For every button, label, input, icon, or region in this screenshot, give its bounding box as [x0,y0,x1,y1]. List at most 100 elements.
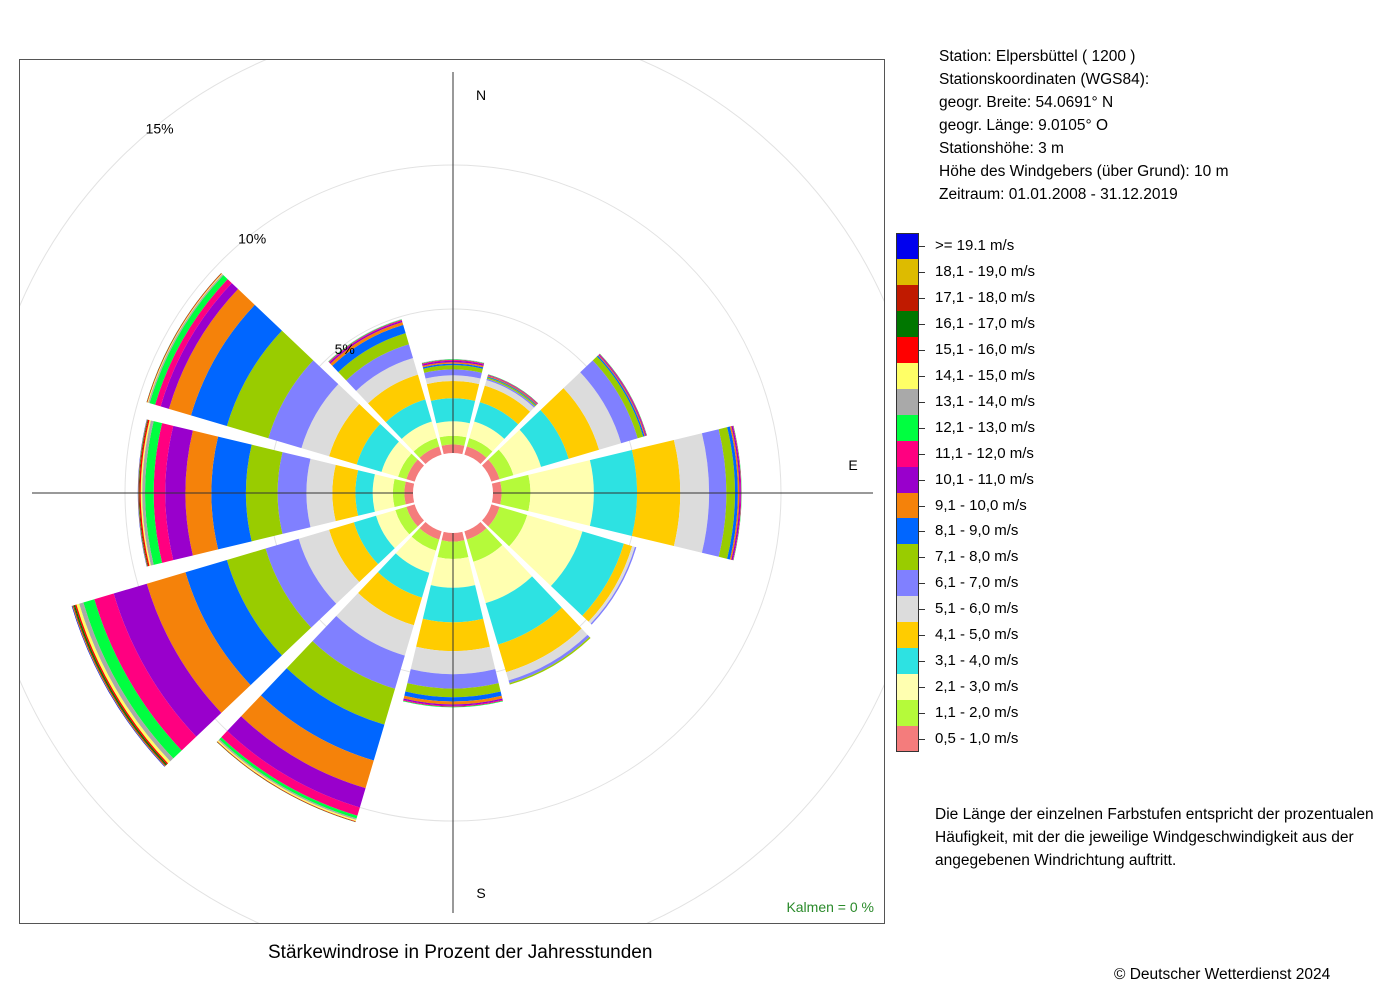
sector-WNW-band-9 [190,304,282,427]
sector-NNE-band-1 [464,446,487,464]
sector-N-band-11 [422,360,484,366]
sector-E-band-11 [731,425,741,561]
legend-tick [919,479,925,481]
legend-item: 10,1 - 11,0 m/s [896,466,1096,493]
sector-ENE-band-8 [592,356,644,439]
legend-label: 15,1 - 16,0 m/s [935,340,1036,358]
sector-N-band-13 [421,359,485,364]
sector-W-band-16 [139,419,150,567]
compass-label-S: S [476,885,485,901]
sector-WNW-band-13 [149,275,228,405]
sector-SSW-band-7 [312,616,405,689]
compass-label-E: E [848,457,857,473]
sector-WSW-band-11 [113,583,222,737]
rose-labels: N E S 5% 10% 15% [146,87,858,901]
legend-tick [919,401,925,403]
sector-ENE [482,353,648,482]
sector-WSW-band-10 [146,572,251,713]
legend-swatch [896,726,919,753]
sector-NNE-band-2 [466,438,493,458]
sector-WNW-band-6 [301,384,360,457]
legend-tick [919,349,925,351]
legend-tick [919,583,925,585]
legend-swatch [896,414,919,441]
sector-W-band-19 [138,419,148,567]
sector-ESE [482,504,637,625]
legend-swatch [896,233,919,259]
sector-WSW-band-9 [185,559,282,686]
sector-NNW-band-5 [367,374,426,423]
legend-swatch [896,492,919,519]
sector-NNE-band-5 [479,385,531,425]
sector-W-band-18 [138,419,148,567]
legend-label: 7,1 - 8,0 m/s [935,548,1019,566]
station-info: Station: Elpersbüttel ( 1200 ) Stationsk… [939,45,1228,206]
sector-N-band-12 [421,359,485,365]
sector-W-band-14 [142,420,154,566]
sector-NNW-band-9 [332,324,406,373]
legend-item: 18,1 - 19,0 m/s [896,258,1096,285]
sector-WNW-band-11 [160,283,239,409]
sector-NNE-band-4 [474,402,519,439]
sector-E-band-13 [733,425,742,561]
legend-item: 11,1 - 12,0 m/s [896,440,1096,467]
sector-SSE-band-2 [466,528,503,562]
sector-NNE-band-8 [486,377,537,407]
legend-item: 15,1 - 16,0 m/s [896,336,1096,363]
sector-W [137,419,415,567]
legend-swatch [896,674,919,701]
sector-WNW-band-2 [398,453,418,480]
sector-SSW-band-9 [260,668,385,761]
legend-item: 6,1 - 7,0 m/s [896,570,1096,597]
sector-WNW-band-10 [168,289,255,416]
sector-WSW-band-5 [329,522,379,582]
sector-ENE-band-7 [580,360,638,444]
legend-swatch [896,440,919,467]
sector-E-band-10 [729,426,740,560]
sector-SSW-band-8 [286,641,396,725]
station-coordinates-heading: Stationskoordinaten (WGS84): [939,71,1150,88]
sector-SSE-band-4 [485,576,562,645]
sector-NNW-band-7 [346,344,414,391]
legend-label: 16,1 - 17,0 m/s [935,314,1036,332]
legend-item: 2,1 - 3,0 m/s [896,674,1096,701]
legend-swatch [896,258,919,285]
legend-swatch [896,518,919,545]
legend-tick [919,713,925,715]
legend-item: 7,1 - 8,0 m/s [896,544,1096,571]
station-name: Station: Elpersbüttel ( 1200 ) [939,48,1136,65]
sector-ESE-band-2 [488,506,528,547]
sector-ENE-band-4 [519,409,569,467]
station-longitude: geogr. Länge: 9.0105° O [939,117,1109,134]
sector-WSW-band-12 [94,593,197,751]
sector-W-band-17 [138,419,149,567]
sector-S-band-12 [403,699,503,707]
legend-swatch [896,570,919,597]
legend-label: 14,1 - 15,0 m/s [935,366,1036,384]
legend-label: 6,1 - 7,0 m/s [935,574,1019,592]
legend-label: 13,1 - 14,0 m/s [935,392,1036,410]
legend-item: 0,5 - 1,0 m/s [896,726,1096,753]
sector-SSW-band-12 [221,730,360,816]
legend-label: 17,1 - 18,0 m/s [935,288,1036,306]
legend-item: 1,1 - 2,0 m/s [896,700,1096,727]
sector-SSW-band-2 [411,528,440,551]
sector-WNW-band-8 [226,330,314,439]
legend-label: 18,1 - 19,0 m/s [935,262,1036,280]
legend-tick [919,661,925,663]
sector-NNW-band-2 [413,438,440,458]
legend-tick [919,246,925,247]
legend-tick [919,557,925,559]
legend-item: 16,1 - 17,0 m/s [896,310,1096,337]
sector-SSE-band-1 [464,522,487,540]
legend-tick [919,635,925,637]
sector-NNW-band-4 [385,399,432,439]
sector-SSE [464,522,591,685]
legend-swatch [896,336,919,363]
sector-WNW-band-1 [406,459,424,482]
sector-N-band-9 [422,363,484,369]
sector-SSE-band-3 [473,544,533,604]
legend-label: 8,1 - 9,0 m/s [935,522,1019,540]
legend-tick [919,271,925,273]
legend-swatch [896,622,919,649]
